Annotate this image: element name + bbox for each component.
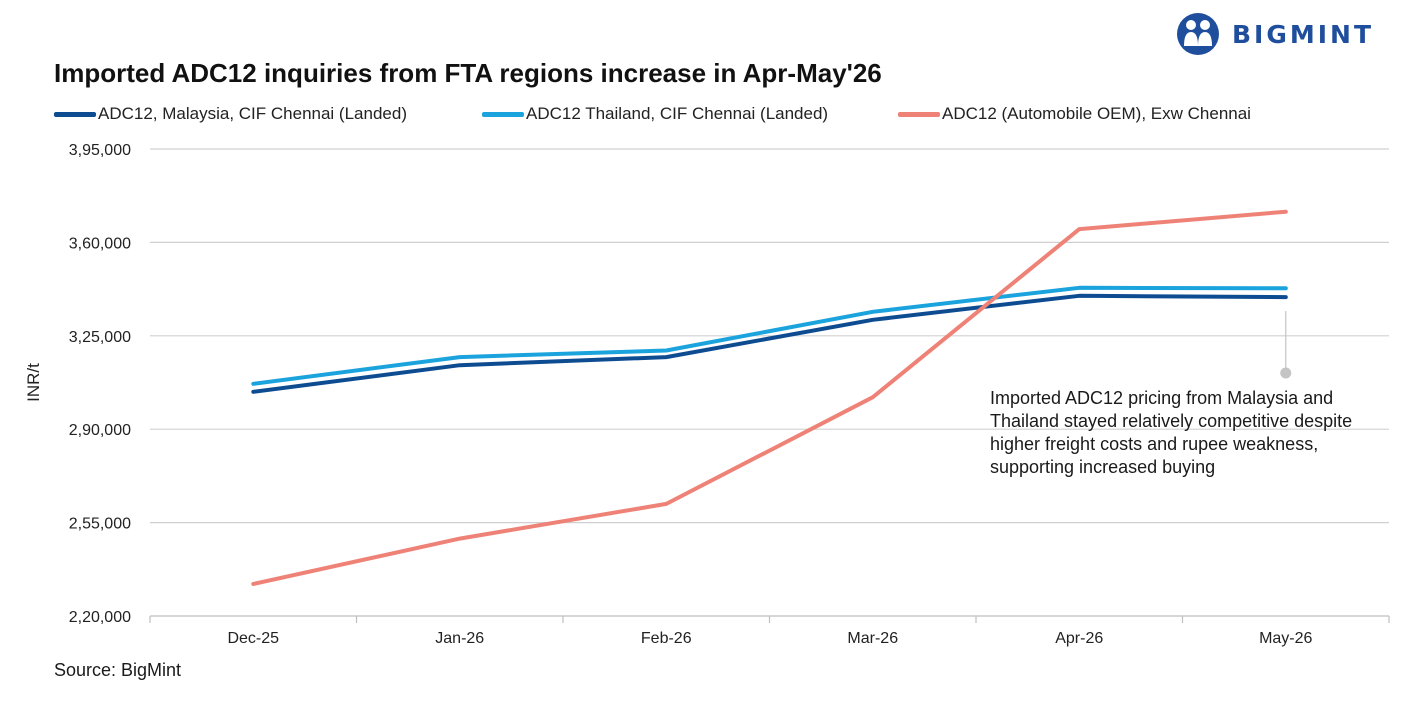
legend-swatch-thailand	[482, 111, 524, 117]
x-tick-label: Mar-26	[847, 630, 898, 647]
legend-label-thailand: ADC12 Thailand, CIF Chennai (Landed)	[526, 104, 829, 123]
legend-label-oem: ADC12 (Automobile OEM), Exw Chennai	[942, 104, 1251, 123]
y-tick-label: 2,20,000	[69, 609, 131, 626]
y-tick-label: 2,90,000	[69, 422, 131, 439]
series-line-oem	[251, 209, 1288, 586]
x-tick-label: Apr-26	[1055, 630, 1103, 647]
people-group-icon	[1177, 13, 1219, 55]
annotation-marker	[1280, 311, 1292, 379]
x-tick-label: Dec-25	[227, 630, 279, 647]
y-tick-label: 2,55,000	[69, 516, 131, 533]
legend-swatch-oem	[898, 111, 940, 117]
series-line-thailand	[251, 285, 1288, 386]
axes: 2,20,000 2,55,000 2,90,000 3,25,000 3,60,000…	[69, 142, 1390, 647]
chart-annotation: Imported ADC12 pricing from Malaysia and…	[990, 388, 1353, 477]
y-tick-label: 3,95,000	[69, 142, 131, 159]
x-tick-label: Feb-26	[641, 630, 692, 647]
y-axis-title: INR/t	[24, 363, 43, 402]
y-tick-label: 3,25,000	[69, 329, 131, 346]
gridlines	[150, 148, 1389, 524]
legend-label-malaysia: ADC12, Malaysia, CIF Chennai (Landed)	[98, 104, 407, 123]
brand-name: BIGMINT	[1232, 19, 1375, 49]
legend-item-thailand: ADC12 Thailand, CIF Chennai (Landed)	[482, 104, 828, 124]
brand-logo: BIGMINT	[1174, 12, 1374, 56]
y-tick-label: 3,60,000	[69, 235, 131, 252]
legend-item-malaysia: ADC12, Malaysia, CIF Chennai (Landed)	[54, 104, 407, 124]
source-note: Source: BigMint	[54, 660, 182, 680]
series-line-malaysia	[251, 293, 1288, 394]
series-lines	[251, 209, 1288, 586]
legend-swatch-malaysia	[54, 111, 96, 117]
legend-item-oem: ADC12 (Automobile OEM), Exw Chennai	[898, 104, 1251, 124]
annotation-dot	[1280, 367, 1292, 379]
chart-title: Imported ADC12 inquiries from FTA region…	[54, 58, 882, 88]
x-tick-label: Jan-26	[435, 630, 484, 647]
x-tick-label: May-26	[1259, 630, 1312, 647]
